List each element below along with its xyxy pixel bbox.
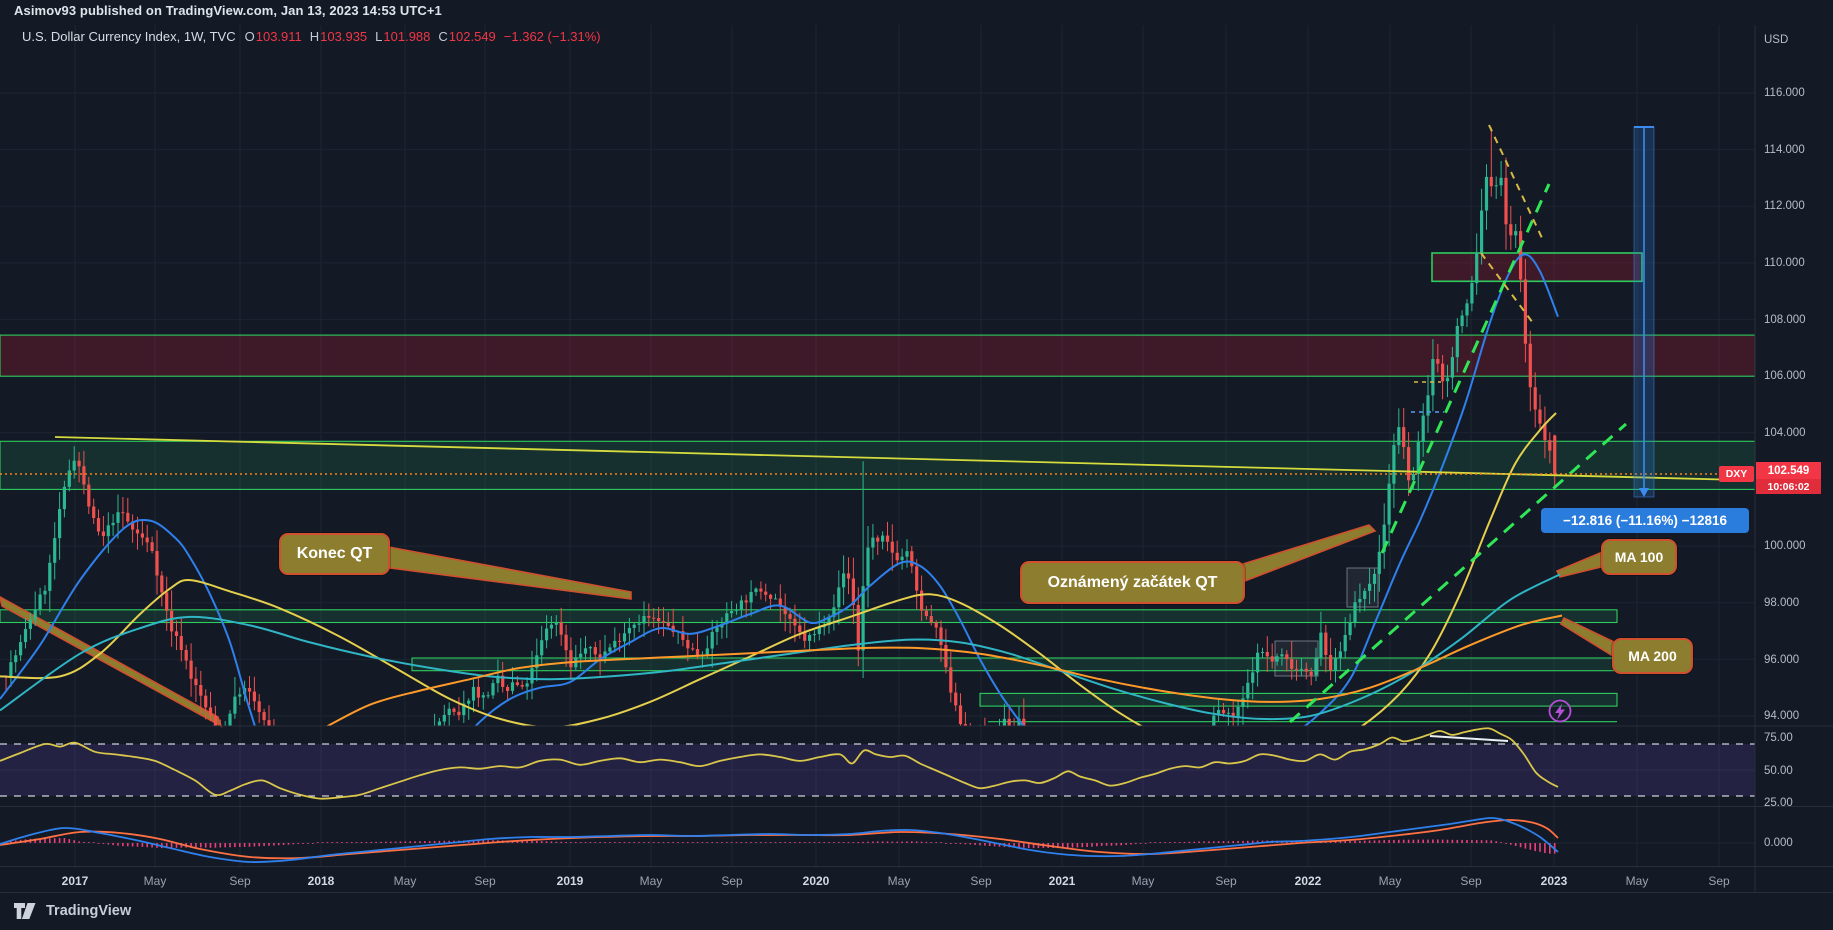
price-axis-label: 98.000 (1764, 597, 1800, 609)
price-axis-unit: USD (1764, 34, 1789, 46)
zone-resistance-zone-106-107.4 (0, 334, 1756, 377)
yellow-dashed-wedge-upper (1488, 124, 1543, 239)
ma-line-ma-200 (325, 614, 1563, 726)
time-axis-label: May (1378, 874, 1402, 888)
time-axis-label: May (1625, 874, 1649, 888)
time-axis-label: Sep (721, 874, 743, 888)
time-axis-label: Sep (1708, 874, 1730, 888)
time-axis-label: Sep (474, 874, 496, 888)
callout-ma-200[interactable]: MA 200 (1612, 638, 1693, 674)
rsi-peak-trendline (1429, 735, 1509, 742)
symbol-price-tag: DXY (1719, 466, 1754, 482)
high-value: 103.935 (320, 29, 368, 44)
callout-konec-qt[interactable]: Konec QT (279, 533, 390, 575)
time-axis-label: 2023 (1540, 874, 1568, 888)
change-value: −1.362 (−1.31%) (503, 29, 601, 44)
gray-range-box-1 (1346, 567, 1379, 608)
yellow-dashed-wedge-lower (1480, 252, 1534, 324)
time-axis-label: 2017 (61, 874, 89, 888)
time-axis-label: 2020 (802, 874, 830, 888)
price-axis-label: 100.000 (1764, 540, 1806, 552)
price-axis-label: 0.000 (1764, 837, 1793, 849)
time-axis-label: 2018 (307, 874, 335, 888)
time-axis-label: 2021 (1048, 874, 1076, 888)
tradingview-footer[interactable]: TradingView (13, 901, 131, 921)
time-axis-label: Sep (970, 874, 992, 888)
time-axis-label: Sep (1215, 874, 1237, 888)
callout-tail-konec_qt (382, 545, 632, 600)
ohlc-values: O103.911 H103.935 L101.988 C102.549 −1.3… (244, 29, 601, 44)
green-dashed-trendline-steep (1380, 183, 1551, 554)
ma-line-ma-100 (0, 573, 1561, 721)
time-axis-label: May (143, 874, 167, 888)
price-axis-label: 112.000 (1764, 200, 1805, 212)
callout-oznameny-zacatek-qt[interactable]: Oznámený začátek QT (1020, 561, 1245, 604)
time-axis-label: May (639, 874, 663, 888)
close-value: 102.549 (448, 29, 496, 44)
time-axis-label: 2019 (556, 874, 584, 888)
callout-tail-ma200 (1559, 616, 1617, 658)
symbol-title: U.S. Dollar Currency Index, 1W, TVC (22, 29, 236, 44)
price-axis-label: 25.00 (1764, 797, 1793, 809)
macd-line (0, 817, 1559, 864)
price-axis-label: 50.00 (1764, 765, 1793, 777)
tradingview-brand-text: TradingView (46, 903, 132, 919)
time-axis-label: May (1131, 874, 1155, 888)
price-axis-label: 106.000 (1764, 370, 1806, 382)
bar-countdown-label: 10:06:02 (1756, 479, 1821, 494)
last-price-label: 102.549 (1756, 462, 1821, 479)
price-axis-label: 110.000 (1764, 257, 1805, 269)
price-axis-label: 96.000 (1764, 654, 1800, 666)
yellow-descending-trendline (54, 436, 1743, 481)
price-axis-label: 114.000 (1764, 144, 1805, 156)
macd-signal-line (0, 819, 1559, 860)
zone-support-zone-102-103.7 (0, 440, 1756, 490)
zone-band-97.3-97.75 (0, 609, 1618, 624)
price-axis-label: 104.000 (1764, 427, 1806, 439)
rsi-line (0, 727, 1559, 800)
open-value: 103.911 (255, 29, 302, 44)
time-axis-label: Sep (1460, 874, 1482, 888)
symbol-legend[interactable]: U.S. Dollar Currency Index, 1W, TVC O103… (22, 29, 601, 44)
price-range-measure-label[interactable]: −12.816 (−11.16%) −12816 (1541, 508, 1749, 533)
time-axis-label: Sep (229, 874, 251, 888)
price-axis-label: 108.000 (1764, 314, 1806, 326)
price-axis-label: 116.000 (1764, 87, 1805, 99)
time-axis-label: May (393, 874, 417, 888)
price-axis-label: 75.00 (1764, 732, 1793, 744)
candlestick-series (0, 127, 1563, 726)
rsi-band (0, 744, 1755, 796)
low-value: 101.988 (383, 29, 431, 44)
published-by-line: Asimov93 published on TradingView.com, J… (14, 3, 442, 18)
measure-arrowhead-icon (1639, 488, 1649, 497)
time-axis-label: May (887, 874, 911, 888)
callout-tail-ma100 (1555, 549, 1606, 578)
ma-line-ma-50 (0, 412, 1557, 726)
zone-band-94.35-94.8 (979, 692, 1618, 707)
ma-line-ma-20 (0, 253, 1559, 726)
price-axis-label: 94.000 (1764, 710, 1800, 722)
tradingview-logo-icon (14, 903, 36, 919)
callout-ma-100[interactable]: MA 100 (1601, 539, 1677, 575)
time-axis-label: 2022 (1294, 874, 1322, 888)
